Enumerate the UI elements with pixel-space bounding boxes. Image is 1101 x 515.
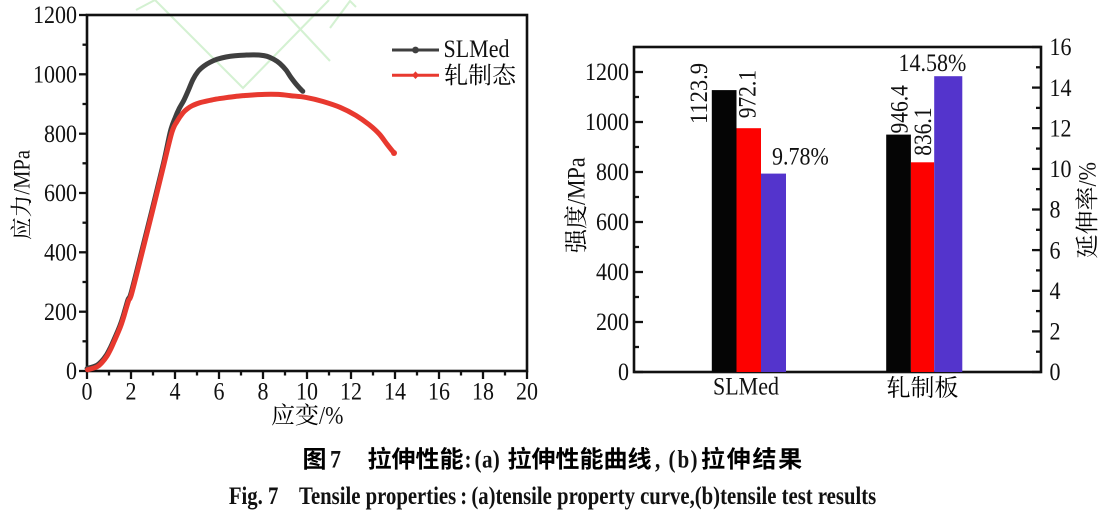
svg-text:14.58%: 14.58% — [899, 50, 967, 78]
svg-text:0: 0 — [82, 378, 93, 406]
svg-text:1000: 1000 — [33, 61, 77, 89]
svg-text:972.1: 972.1 — [734, 70, 762, 118]
svg-text:0: 0 — [1050, 359, 1061, 387]
svg-text:12: 12 — [1050, 115, 1072, 143]
svg-text:10: 10 — [296, 378, 318, 406]
svg-text:200: 200 — [44, 299, 77, 327]
svg-text:8: 8 — [258, 378, 269, 406]
svg-text:SLMed: SLMed — [713, 373, 779, 401]
svg-text:836.1: 836.1 — [910, 107, 938, 155]
svg-text:400: 400 — [596, 259, 629, 287]
svg-text:600: 600 — [596, 209, 629, 237]
svg-text:14: 14 — [384, 378, 406, 406]
svg-text:946.4: 946.4 — [886, 85, 914, 134]
svg-text:8: 8 — [1050, 196, 1061, 224]
svg-text:16: 16 — [428, 378, 450, 406]
svg-text:2: 2 — [1050, 318, 1061, 346]
svg-text:200: 200 — [596, 309, 629, 337]
svg-text:18: 18 — [472, 378, 494, 406]
svg-text:/%: /% — [319, 402, 343, 430]
svg-text:1000: 1000 — [585, 109, 629, 137]
svg-text:a: a — [482, 446, 493, 474]
svg-text:SLMed: SLMed — [444, 36, 510, 64]
svg-text:(: ( — [669, 446, 676, 474]
svg-text:0: 0 — [66, 358, 77, 386]
svg-text:4: 4 — [1050, 278, 1061, 306]
svg-text:800: 800 — [596, 159, 629, 187]
svg-text:): ) — [691, 446, 698, 474]
svg-text:/MPa: /MPa — [563, 157, 591, 205]
svg-text:14: 14 — [1050, 75, 1072, 103]
svg-text:6: 6 — [1050, 237, 1061, 265]
svg-text::: : — [465, 446, 472, 474]
svg-text:/MPa: /MPa — [8, 150, 35, 195]
svg-text:): ) — [493, 446, 500, 474]
svg-text:20: 20 — [516, 378, 538, 406]
svg-text:6: 6 — [214, 378, 225, 406]
svg-text:,: , — [655, 446, 660, 474]
svg-text:/%: /% — [1074, 162, 1101, 186]
svg-text:0: 0 — [618, 359, 629, 387]
svg-text:4: 4 — [170, 378, 181, 406]
svg-text:1200: 1200 — [33, 2, 77, 30]
svg-text:16: 16 — [1050, 34, 1072, 62]
svg-text:10: 10 — [1050, 156, 1072, 184]
svg-text:b: b — [678, 446, 690, 474]
svg-text:400: 400 — [44, 239, 77, 267]
svg-text:Fig. 7 Tensile properties : (a: Fig. 7 Tensile properties : (a)tensile p… — [229, 482, 876, 509]
svg-text:(: ( — [475, 446, 482, 474]
svg-text:800: 800 — [44, 121, 77, 149]
svg-text:1200: 1200 — [585, 59, 629, 87]
svg-text:9.78%: 9.78% — [772, 143, 829, 171]
svg-text:2: 2 — [126, 378, 137, 406]
svg-text:600: 600 — [44, 180, 77, 208]
svg-text:12: 12 — [340, 378, 362, 406]
svg-text:7: 7 — [330, 446, 341, 474]
svg-text:1123.9: 1123.9 — [686, 63, 713, 124]
